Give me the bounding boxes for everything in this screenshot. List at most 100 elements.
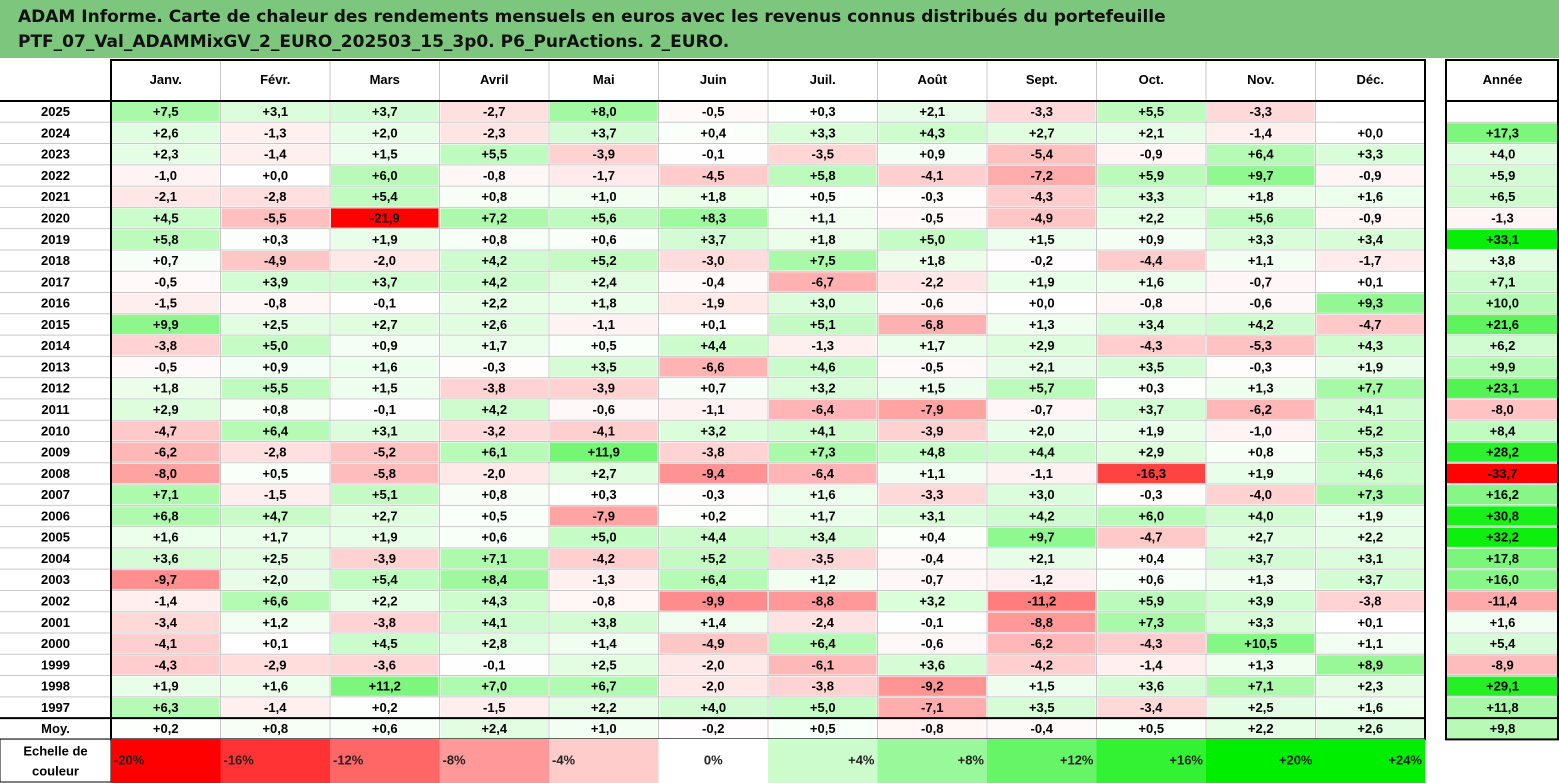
cell-2010-9 (988, 421, 1096, 441)
cell-2019-3 (331, 229, 439, 249)
cell-value-1997-11: +2,5 (1248, 700, 1274, 715)
cell-2019-11 (1207, 229, 1315, 249)
cell-value-2008-9: -1,1 (1031, 466, 1053, 481)
cell-Moy.-7 (769, 719, 877, 739)
cell-value-2005-4: +0,6 (481, 530, 507, 545)
annual-value-1999: -8,9 (1491, 657, 1513, 672)
cell-value-2023-10: -0,9 (1140, 147, 1162, 162)
cell-value-2000-7: +6,4 (810, 636, 836, 651)
cell-value-2021-11: +1,8 (1248, 189, 1274, 204)
cell-2006-6 (659, 506, 767, 526)
cell-2020-12 (1316, 208, 1424, 228)
cell-2006-5 (550, 506, 658, 526)
cell-value-2003-3: +5,4 (372, 572, 398, 587)
cell-value-2022-3: +6,0 (372, 168, 398, 183)
cell-1998-2 (221, 676, 329, 696)
cell-value-2019-11: +3,3 (1248, 232, 1274, 247)
scale-step-label-1: -20% (114, 752, 145, 767)
annual-cell-2021 (1447, 187, 1558, 207)
cell-2020-4 (440, 208, 548, 228)
annual-value-1998: +29,1 (1486, 679, 1519, 694)
cell-2020-10 (1097, 208, 1205, 228)
annual-value-2001: +1,6 (1490, 615, 1516, 630)
cell-Moy.-6 (659, 719, 767, 739)
report-title-line-1: ADAM Informe. Carte de chaleur des rende… (18, 7, 1166, 27)
cell-value-2018-5: +5,2 (591, 253, 617, 268)
annual-cell-2007 (1447, 485, 1558, 505)
cell-2022-4 (440, 165, 548, 186)
cell-2012-12 (1316, 378, 1424, 398)
cell-2004-9 (988, 548, 1096, 569)
cell-value-1998-5: +6,7 (591, 679, 617, 694)
cell-2022-7 (769, 165, 877, 186)
cell-2023-1 (112, 144, 220, 164)
cell-value-1997-3: +0,2 (372, 700, 398, 715)
cell-value-2014-10: -4,3 (1140, 338, 1162, 353)
cell-2009-3 (331, 442, 439, 462)
cell-value-2005-5: +5,0 (591, 530, 617, 545)
cell-value-2016-10: -0,8 (1140, 296, 1162, 311)
cell-value-2023-5: -3,9 (593, 147, 615, 162)
cell-2024-6 (659, 123, 767, 143)
cell-value-2021-12: +1,6 (1357, 189, 1383, 204)
cell-value-2020-5: +5,6 (591, 210, 617, 225)
cell-value-2002-1: -1,4 (155, 594, 178, 609)
cell-2017-5 (550, 272, 658, 292)
annual-cell-1997 (1447, 697, 1558, 718)
cell-2017-6 (659, 272, 767, 292)
cell-value-1997-5: +2,2 (591, 700, 617, 715)
cell-2005-7 (769, 527, 877, 547)
cell-1998-3 (331, 676, 439, 696)
cell-value-2019-5: +0,6 (591, 232, 617, 247)
cell-2019-1 (112, 229, 220, 249)
scale-step-label-10: +16% (1169, 752, 1203, 767)
cell-value-2018-4: +4,2 (481, 253, 507, 268)
cell-value-2005-11: +2,7 (1248, 530, 1274, 545)
cell-value-2002-10: +5,9 (1138, 594, 1164, 609)
cell-value-2023-11: +6,4 (1248, 147, 1274, 162)
cell-2011-11 (1207, 399, 1315, 420)
cell-2007-10 (1097, 485, 1205, 505)
cell-Moy.-10 (1097, 719, 1205, 739)
cell-2021-3 (331, 187, 439, 207)
cell-value-2004-1: +3,6 (153, 551, 179, 566)
cell-1997-11 (1207, 697, 1315, 718)
cell-value-2011-6: -1,1 (702, 402, 724, 417)
cell-2024-5 (550, 123, 658, 143)
cell-2021-5 (550, 187, 658, 207)
scale-step-label-6: 0% (704, 752, 723, 767)
cell-2024-9 (988, 123, 1096, 143)
year-label-2020: 2020 (41, 210, 70, 225)
cell-2018-6 (659, 250, 767, 271)
cell-2001-6 (659, 612, 767, 632)
cell-value-2009-7: +7,3 (810, 445, 836, 460)
cell-value-2011-1: +2,9 (153, 402, 179, 417)
month-header-9: Sept. (1026, 72, 1058, 87)
annual-cell-2017 (1447, 272, 1558, 292)
annual-cell-2016 (1447, 293, 1558, 313)
cell-value-2021-1: -2,1 (155, 189, 177, 204)
cell-2017-1 (112, 272, 220, 292)
cell-2021-7 (769, 187, 877, 207)
cell-value-2024-9: +2,7 (1029, 125, 1055, 140)
cell-value-2019-2: +0,3 (262, 232, 288, 247)
cell-value-2012-12: +7,7 (1357, 381, 1383, 396)
cell-value-2004-11: +3,7 (1248, 551, 1274, 566)
cell-2024-11 (1207, 123, 1315, 143)
cell-2008-8 (878, 463, 986, 484)
cell-value-2018-7: +7,5 (810, 253, 836, 268)
cell-2018-1 (112, 250, 220, 271)
cell-value-2025-5: +8,0 (591, 104, 617, 119)
cell-1999-2 (221, 655, 329, 675)
cell-2008-7 (769, 463, 877, 484)
cell-2001-12 (1316, 612, 1424, 632)
cell-value-2024-11: -1,4 (1250, 125, 1273, 140)
cell-2014-6 (659, 336, 767, 356)
cell-2003-2 (221, 570, 329, 590)
cell-value-2022-9: -7,2 (1031, 168, 1053, 183)
cell-value-2013-3: +1,6 (372, 359, 398, 374)
cell-value-2014-8: +1,7 (919, 338, 945, 353)
cell-value-2004-5: -4,2 (593, 551, 615, 566)
cell-1997-7 (769, 697, 877, 718)
cell-2022-8 (878, 165, 986, 186)
